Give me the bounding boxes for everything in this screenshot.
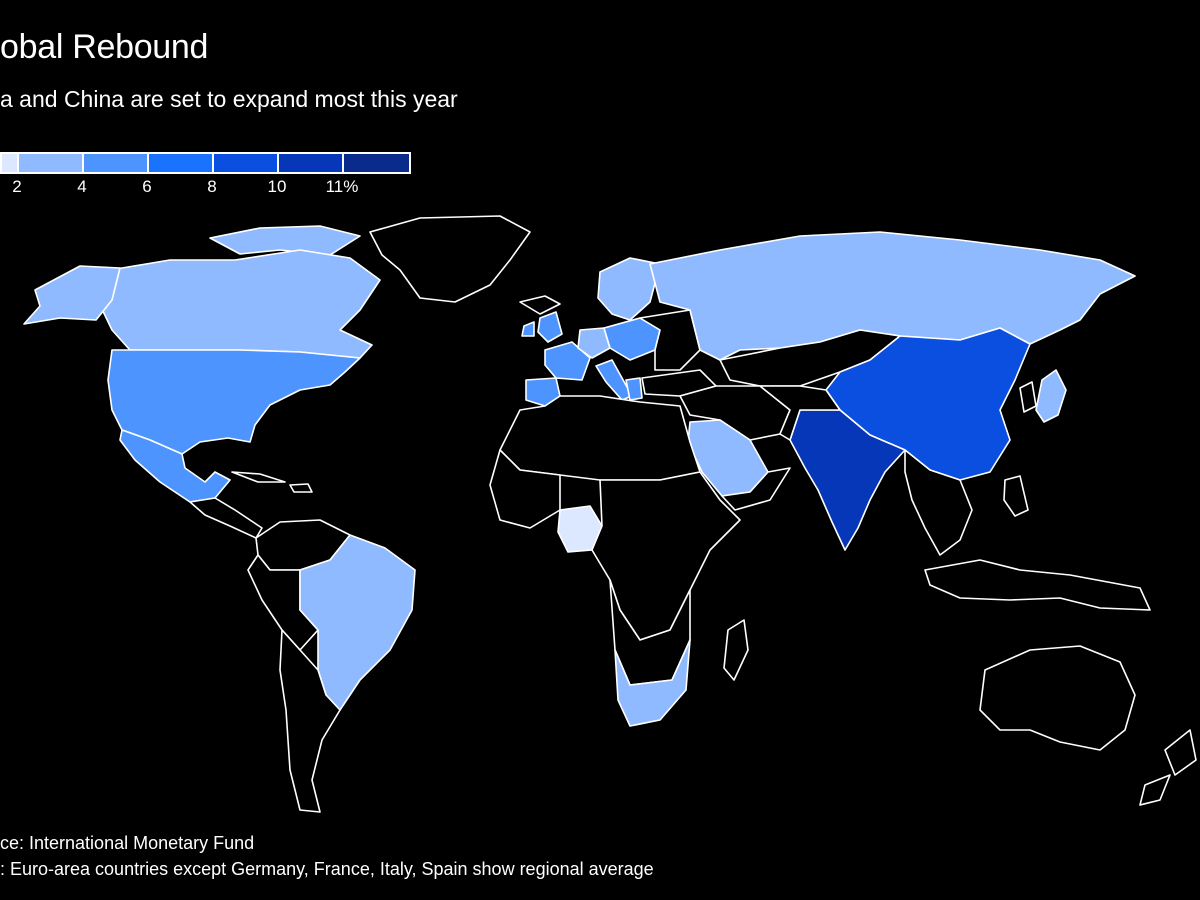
world-map <box>0 210 1200 830</box>
chart-subtitle: a and China are set to expand most this … <box>0 86 458 112</box>
country-new-zealand-south <box>1139 774 1171 806</box>
country-uk <box>537 311 563 343</box>
country-cuba <box>231 471 286 483</box>
country-south-africa <box>614 639 691 727</box>
legend-swatch-2 <box>84 154 149 172</box>
country-arctic-islands <box>209 225 361 256</box>
country-indonesia <box>924 559 1151 611</box>
country-korea <box>1019 381 1037 413</box>
legend-swatch-4 <box>214 154 279 172</box>
country-alaska <box>23 265 121 325</box>
world-map-svg <box>23 215 1197 813</box>
country-south-asia-other <box>759 385 841 441</box>
country-france <box>544 341 591 381</box>
legend-swatch-6 <box>344 154 409 172</box>
country-peru-bolivia <box>247 554 319 651</box>
country-yemen-oman <box>721 467 791 511</box>
legend-tick-8: 8 <box>207 177 217 196</box>
footnote: : Euro-area countries except Germany, Fr… <box>0 859 654 879</box>
legend-tick-11: 11% <box>325 177 359 196</box>
chart-title: obal Rebound <box>0 28 209 66</box>
country-ireland <box>521 321 535 337</box>
legend-swatch-3 <box>149 154 214 172</box>
country-hispaniola <box>289 483 313 493</box>
legend-tick-6: 6 <box>142 177 152 196</box>
country-greece <box>625 377 643 401</box>
country-india <box>789 409 906 551</box>
color-legend: 2 4 6 8 10 11% <box>0 152 411 202</box>
country-chile-argentina <box>279 629 341 813</box>
country-mexico <box>119 429 231 503</box>
country-madagascar <box>723 619 749 681</box>
legend-tick-4: 4 <box>77 177 87 196</box>
legend-swatch-1 <box>19 154 84 172</box>
legend-tick-2: 2 <box>12 177 22 196</box>
country-australia <box>979 645 1136 751</box>
country-canada <box>99 249 381 359</box>
country-japan <box>1035 369 1067 423</box>
legend-swatch-0 <box>2 154 19 172</box>
country-greenland <box>369 215 531 303</box>
country-scandinavia <box>597 257 661 321</box>
legend-color-bar <box>0 152 411 174</box>
source-note: ce: International Monetary Fund <box>0 833 255 853</box>
country-southeast-asia <box>904 449 973 556</box>
country-west-africa <box>489 449 561 529</box>
country-central-america <box>189 497 263 539</box>
legend-swatch-5 <box>279 154 344 172</box>
country-germany <box>577 327 611 359</box>
country-iceland <box>519 295 561 315</box>
country-north-africa <box>499 395 701 481</box>
legend-tick-10: 10 <box>267 177 287 196</box>
country-brazil <box>299 534 416 711</box>
country-new-zealand <box>1164 729 1197 776</box>
country-philippines <box>1003 475 1029 517</box>
